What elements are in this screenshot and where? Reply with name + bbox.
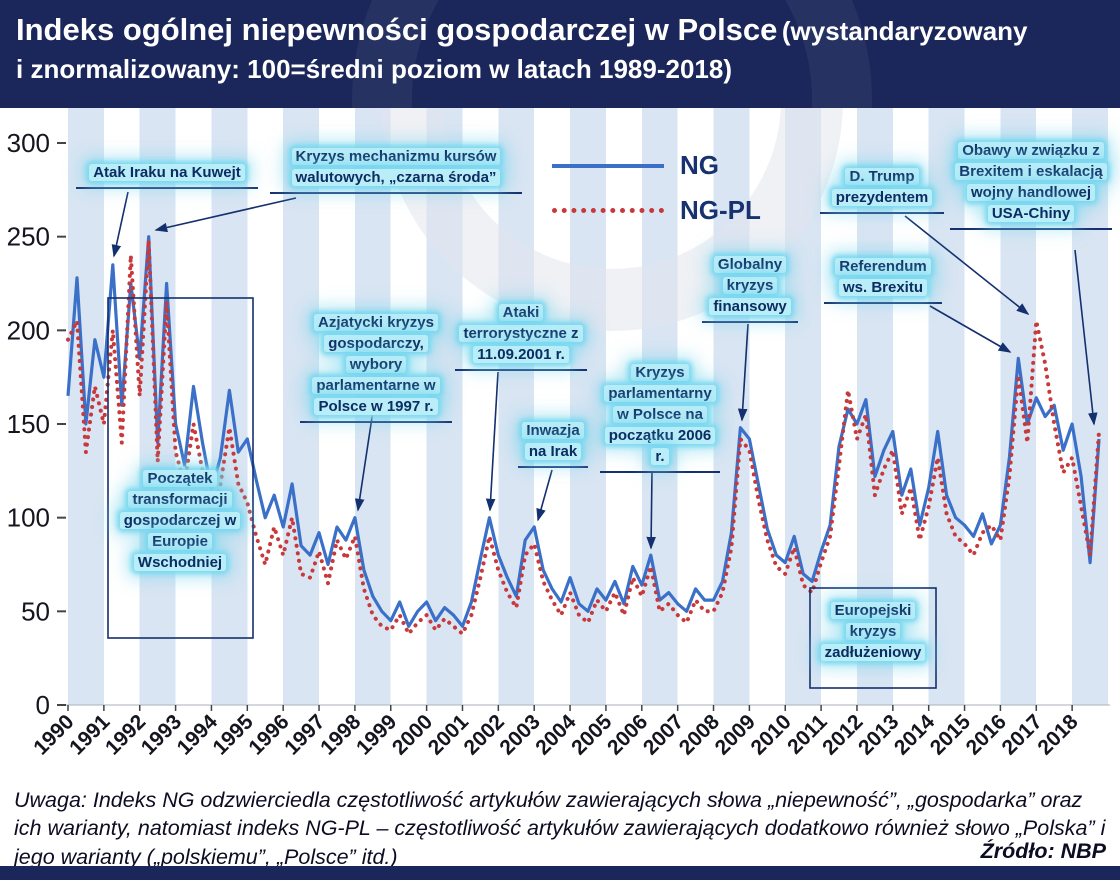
svg-text:2009: 2009 (711, 710, 760, 759)
svg-text:2002: 2002 (460, 710, 509, 759)
svg-text:2003: 2003 (495, 710, 544, 759)
legend-line-ng (552, 163, 664, 168)
annotation-globalny-kryzys: Globalny kryzys finansowy (702, 254, 798, 323)
footer-note: Uwaga: Indeks NG odzwierciedla częstotli… (14, 788, 1106, 869)
plot-background-stripes (68, 108, 1108, 705)
title-bar: Indeks ogólnej niepewności gospodarczej … (0, 0, 1120, 108)
legend-line-ngpl (552, 208, 664, 213)
svg-text:2011: 2011 (783, 710, 832, 759)
annotation-arrows (111, 191, 1098, 550)
annotation-trump: D. Trump prezydentem (820, 166, 944, 214)
svg-text:2014: 2014 (890, 710, 940, 760)
svg-text:2015: 2015 (926, 710, 976, 760)
page-title-paren-end: i znormalizowany: 100=średni poziom w la… (16, 54, 732, 85)
svg-text:250: 250 (7, 222, 50, 252)
page-title: Indeks ogólnej niepewności gospodarczej … (16, 12, 778, 47)
svg-text:2007: 2007 (639, 710, 688, 759)
arrow-referendum-brexit (929, 305, 1012, 353)
svg-text:2013: 2013 (854, 710, 903, 759)
svg-text:1999: 1999 (352, 710, 401, 759)
legend-item-ngpl: NG-PL (552, 195, 761, 226)
legend-label-ngpl: NG-PL (680, 195, 761, 225)
svg-text:2017: 2017 (998, 710, 1047, 759)
annotation-transformacja: Początek transformacji gospodarczej w Eu… (114, 468, 246, 573)
svg-text:1993: 1993 (137, 710, 186, 759)
annotation-azjatycki: Azjatycki kryzys gospodarczy, wybory par… (300, 312, 452, 423)
svg-text:100: 100 (7, 503, 50, 533)
svg-text:2008: 2008 (675, 710, 725, 760)
page-title-paren-start: (wystandaryzowany (781, 16, 1028, 46)
annotation-atak-iraku: Atak Iraku na Kuwejt (76, 162, 258, 189)
annotation-boxes (107, 297, 937, 689)
svg-text:200: 200 (7, 315, 50, 345)
svg-text:2000: 2000 (388, 710, 437, 759)
arrow-globalny-kryzys (737, 323, 749, 422)
svg-text:2006: 2006 (603, 710, 652, 759)
svg-text:50: 50 (21, 596, 50, 626)
svg-text:0: 0 (36, 690, 50, 720)
svg-text:2001: 2001 (424, 710, 474, 760)
arrow-kryzys-parlamentarny (646, 471, 656, 550)
svg-text:150: 150 (7, 409, 50, 439)
box-transformacja (107, 297, 254, 639)
box-europejski-kryzys (809, 587, 937, 689)
arrow-czarna-sroda (154, 197, 297, 233)
bottom-bar (0, 866, 1120, 880)
svg-text:2012: 2012 (818, 710, 867, 759)
arrow-ataki-terrorystyczne (485, 371, 499, 512)
arrow-inwazja-irak (536, 469, 553, 522)
annotation-kryzys-parlamentarny: Kryzys parlamentarny w Polsce na początk… (600, 362, 720, 473)
svg-text:1992: 1992 (101, 710, 150, 759)
source-label: Źródło: NBP (980, 839, 1106, 863)
svg-text:2005: 2005 (567, 710, 617, 760)
legend-label-ng: NG (680, 150, 719, 180)
annotation-czarna-sroda: Kryzys mechanizmu kursów walutowych, „cz… (270, 146, 522, 194)
svg-text:1991: 1991 (65, 710, 115, 760)
arrow-trump (904, 215, 1030, 315)
chart-legend: NG NG-PL (552, 150, 761, 226)
svg-text:1997: 1997 (280, 710, 329, 759)
annotation-ataki-terrorystyczne: Ataki terrorystyczne z 11.09.2001 r. (455, 302, 587, 371)
svg-text:2010: 2010 (746, 710, 795, 759)
svg-text:1995: 1995 (209, 710, 259, 760)
annotation-referendum-brexit: Referendum ws. Brexitu (824, 256, 942, 304)
svg-text:2016: 2016 (962, 710, 1011, 759)
legend-item-ng: NG (552, 150, 761, 181)
svg-text:1994: 1994 (173, 710, 223, 760)
annotation-europejski-kryzys: Europejski kryzys zadłużeniowy (817, 600, 929, 663)
annotation-inwazja-irak: Inwazja na Irak (518, 420, 588, 468)
svg-text:2018: 2018 (1033, 710, 1083, 760)
svg-text:1996: 1996 (244, 710, 293, 759)
arrow-atak-iraku (111, 191, 129, 258)
svg-text:2004: 2004 (531, 710, 581, 760)
svg-text:1998: 1998 (316, 710, 366, 760)
annotation-obawy-brexit: Obawy w związku z Brexitem i eskalacją w… (950, 140, 1112, 230)
svg-text:300: 300 (7, 128, 50, 158)
footer: Uwaga: Indeks NG odzwierciedla częstotli… (14, 786, 1106, 869)
arrow-obawy-brexit (1074, 249, 1098, 426)
